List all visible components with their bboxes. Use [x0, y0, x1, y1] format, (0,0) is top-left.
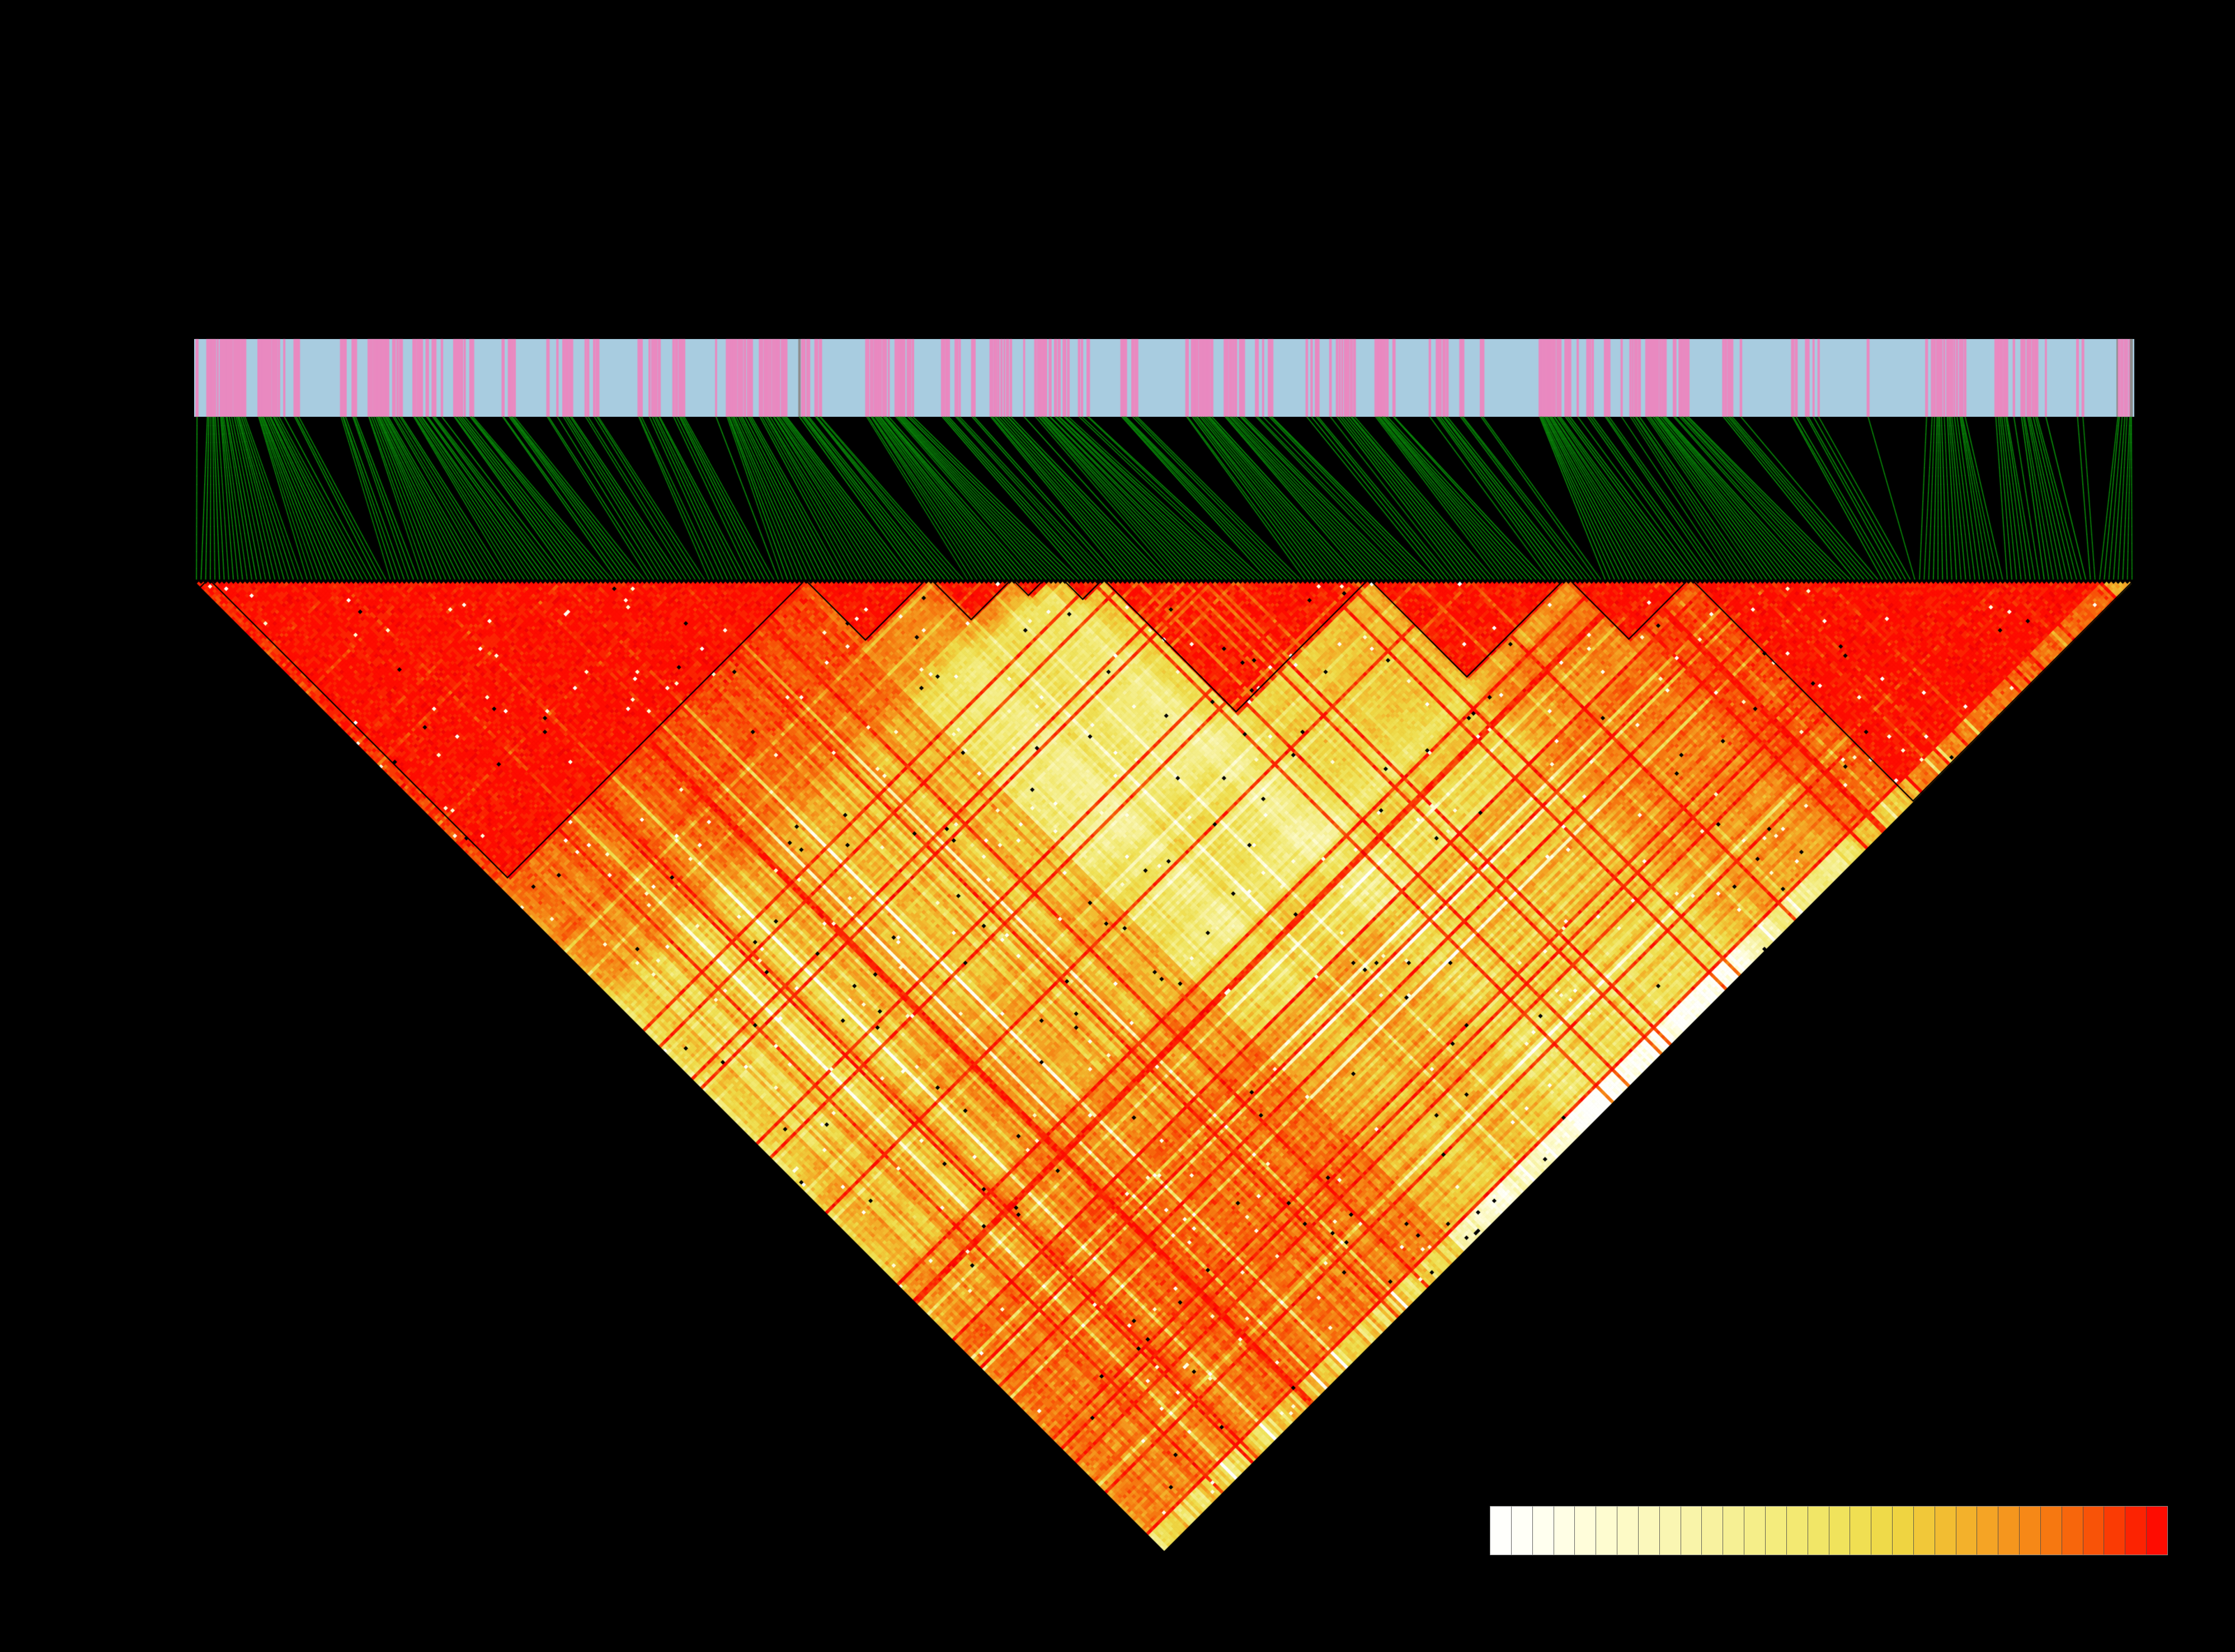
color-key-step	[1956, 1507, 1978, 1555]
color-key-step	[2147, 1507, 2167, 1555]
color-key-step	[1575, 1507, 1597, 1555]
color-key-step	[1998, 1507, 2020, 1555]
color-key-step	[2083, 1507, 2105, 1555]
color-key-step	[1977, 1507, 1999, 1555]
color-key-step	[2040, 1507, 2062, 1555]
color-key-step	[2104, 1507, 2126, 1555]
color-key-step	[1893, 1507, 1914, 1555]
color-key-step	[1659, 1507, 1681, 1555]
color-key-step	[1554, 1507, 1575, 1555]
color-key	[1490, 1506, 2168, 1555]
color-key-step	[1913, 1507, 1935, 1555]
color-key-step	[1723, 1507, 1745, 1555]
color-key-step	[1490, 1507, 1512, 1555]
color-key-step	[1935, 1507, 1956, 1555]
color-key-step	[2125, 1507, 2147, 1555]
color-key-step	[1638, 1507, 1660, 1555]
color-key-step	[1532, 1507, 1554, 1555]
color-key-step	[1702, 1507, 1724, 1555]
color-key-step	[2062, 1507, 2083, 1555]
color-key-step	[1765, 1507, 1787, 1555]
color-key-step	[1786, 1507, 1808, 1555]
color-key-step	[1617, 1507, 1639, 1555]
color-key-step	[1511, 1507, 1533, 1555]
color-key-step	[1744, 1507, 1766, 1555]
color-key-step	[1871, 1507, 1893, 1555]
color-key-step	[1829, 1507, 1851, 1555]
color-key-step	[2020, 1507, 2041, 1555]
color-key-step	[1850, 1507, 1872, 1555]
color-key-step	[1808, 1507, 1829, 1555]
color-key-step	[1681, 1507, 1702, 1555]
color-key-step	[1596, 1507, 1618, 1555]
